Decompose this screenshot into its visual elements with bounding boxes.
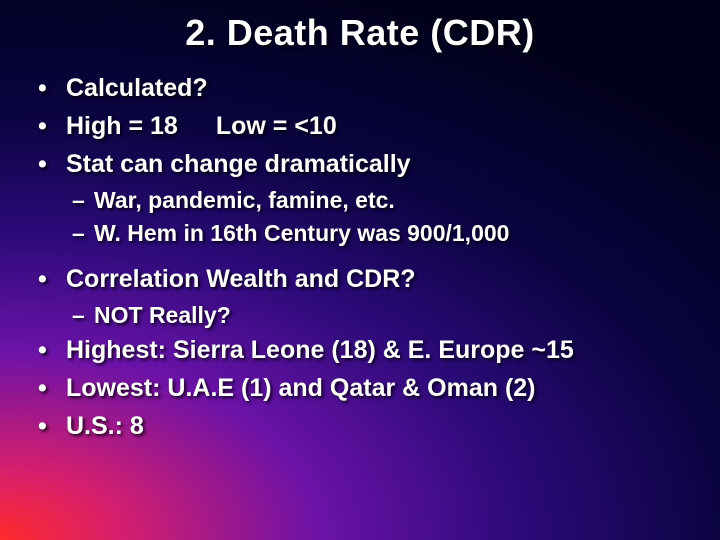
- bullet-dot-icon: •: [38, 72, 66, 104]
- bullet-dash-icon: –: [72, 186, 94, 215]
- slide-content: • Calculated? • High = 18 Low = <10 • St…: [30, 72, 690, 442]
- subbullet-text: NOT Really?: [94, 301, 231, 330]
- bullet-stat-change: • Stat can change dramatically: [38, 148, 690, 180]
- bullet-dot-icon: •: [38, 263, 66, 295]
- bullet-dash-icon: –: [72, 301, 94, 330]
- bullet-dot-icon: •: [38, 372, 66, 404]
- bullet-text: Lowest: U.A.E (1) and Qatar & Oman (2): [66, 372, 536, 404]
- slide-title: 2. Death Rate (CDR): [30, 12, 690, 54]
- subbullet-war: – War, pandemic, famine, etc.: [72, 186, 690, 215]
- subbullet-text: War, pandemic, famine, etc.: [94, 186, 395, 215]
- bullet-lowest: • Lowest: U.A.E (1) and Qatar & Oman (2): [38, 372, 690, 404]
- subbullet-whem: – W. Hem in 16th Century was 900/1,000: [72, 219, 690, 248]
- bullet-dot-icon: •: [38, 148, 66, 180]
- slide: 2. Death Rate (CDR) • Calculated? • High…: [0, 0, 720, 540]
- bullet-text-low: Low = <10: [216, 110, 337, 142]
- bullet-text: U.S.: 8: [66, 410, 144, 442]
- bullet-dash-icon: –: [72, 219, 94, 248]
- bullet-dot-icon: •: [38, 110, 66, 142]
- bullet-high-low: • High = 18 Low = <10: [38, 110, 690, 142]
- bullet-text: Stat can change dramatically: [66, 148, 411, 180]
- bullet-text: Highest: Sierra Leone (18) & E. Europe ~…: [66, 334, 574, 366]
- bullet-us: • U.S.: 8: [38, 410, 690, 442]
- bullet-dot-icon: •: [38, 334, 66, 366]
- subbullet-not-really: – NOT Really?: [72, 301, 690, 330]
- bullet-text: Correlation Wealth and CDR?: [66, 263, 416, 295]
- bullet-text-high: High = 18: [66, 110, 216, 142]
- bullet-text: Calculated?: [66, 72, 208, 104]
- bullet-correlation: • Correlation Wealth and CDR?: [38, 263, 690, 295]
- subbullet-text: W. Hem in 16th Century was 900/1,000: [94, 219, 509, 248]
- bullet-calculated: • Calculated?: [38, 72, 690, 104]
- bullet-highest: • Highest: Sierra Leone (18) & E. Europe…: [38, 334, 690, 366]
- bullet-dot-icon: •: [38, 410, 66, 442]
